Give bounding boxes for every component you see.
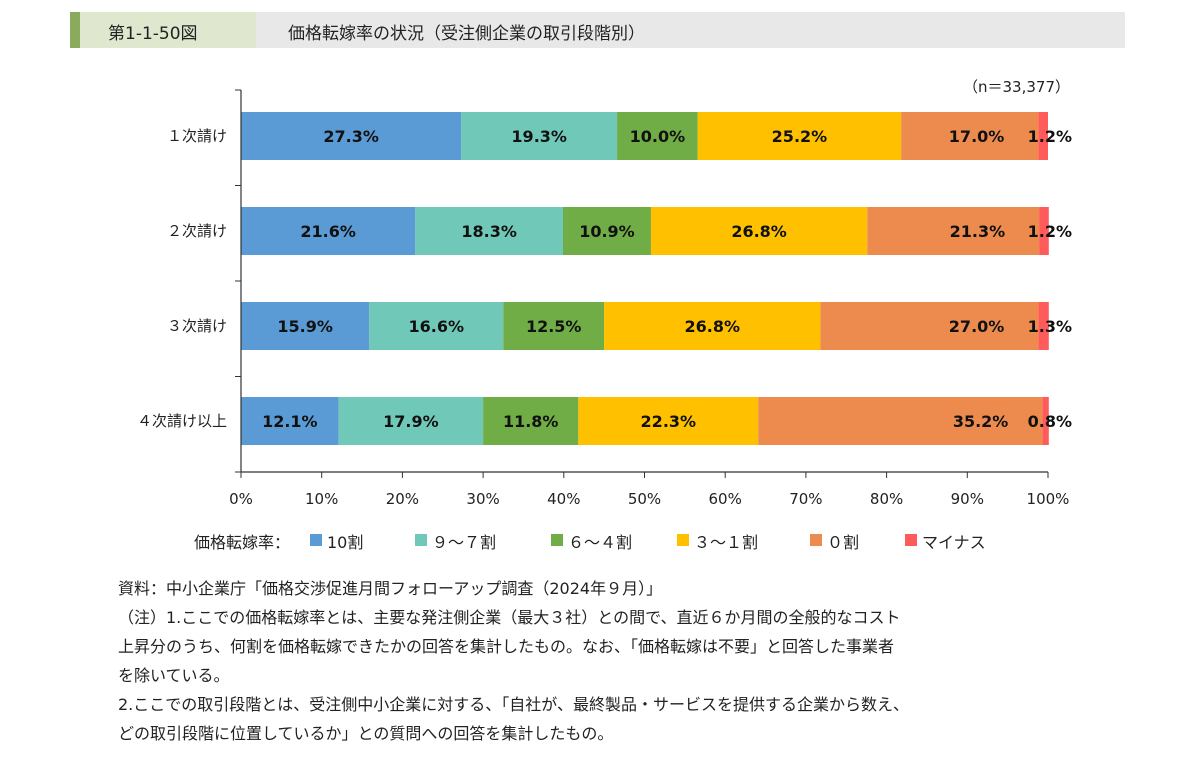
x-tick-label: 40% [547,490,580,508]
bar-segment [578,397,759,445]
bar-segment [562,207,651,255]
legend-swatch [551,534,563,546]
stacked-bar-chart: １次請け 27.3% 19.3% 10.0% 25.2% 17.0% 1.2% ２次請け 21.… [137,89,1072,508]
data-label: 15.9% [277,317,333,336]
legend-label: 10割 [327,533,364,552]
data-label: 27.3% [323,127,379,146]
legend-swatch [810,534,822,546]
data-label: 21.6% [300,222,356,241]
x-tick-label: 90% [951,490,984,508]
bar-segment [461,112,618,160]
x-tick-label: 80% [870,490,903,508]
legend-swatch [905,534,917,546]
bar-segment [483,397,579,445]
data-label: 21.3% [950,222,1006,241]
bar-segment [1042,397,1049,445]
bar-segment [415,207,563,255]
note-line: を除いている。 [118,666,230,685]
data-label: 16.6% [409,317,465,336]
bar-segment [241,112,462,160]
x-tick-label: 30% [466,490,499,508]
category-label: １次請け [167,127,227,145]
figure-number: 第1-1-50図 [108,24,198,44]
notes-block: 資料：中小企業庁「価格交渉促進月間フォローアップ調査（2024年９月）」 （注）… [118,574,1118,748]
x-tick-label: 100% [1027,490,1070,508]
legend-title: 価格転嫁率： [194,533,291,552]
data-label: 10.0% [630,127,686,146]
bar-segment [1038,112,1048,160]
data-label: 27.0% [949,317,1005,336]
legend-swatch [310,534,322,546]
x-tick-label: 20% [386,490,419,508]
bar-segment [1039,207,1049,255]
data-label: 0.8% [1028,412,1072,431]
legend-label: ９～７割 [432,533,497,552]
data-label: 18.3% [461,222,517,241]
data-label: 12.1% [262,412,318,431]
title-accent-bar [70,12,80,48]
figure-title-bar: 第1-1-50図 価格転嫁率の状況（受注側企業の取引段階別） [70,12,1125,48]
bar-segment [241,397,339,445]
bar-segment [241,207,416,255]
bar-segment [503,302,605,350]
note-line: どの取引段階に位置しているか」との質問への回答を集計したもの。 [118,724,614,743]
figure-title: 価格転嫁率の状況（受注側企業の取引段階別） [288,24,645,44]
data-label: 22.3% [641,412,697,431]
bar-segment [369,302,504,350]
bar-segment [241,302,370,350]
legend-swatch [677,534,689,546]
category-label: ２次請け [167,222,227,240]
source-note: 資料：中小企業庁「価格交渉促進月間フォローアップ調査（2024年９月）」 [118,579,663,598]
data-label: 17.9% [383,412,439,431]
x-tick-label: 10% [305,490,338,508]
bar-segment [604,302,821,350]
data-label: 11.8% [503,412,559,431]
x-tick-label: 50% [628,490,661,508]
figure-number-box: 第1-1-50図 [80,12,256,48]
bar-segment [650,207,868,255]
data-label: 1.3% [1028,317,1072,336]
bar-segment [867,207,1040,255]
note-line: 上昇分のうち、何割を価格転嫁できたかの回答を集計したもの。なお、「価格転嫁は不要… [118,637,895,656]
bar-segment [820,302,1039,350]
legend-swatch [415,534,427,546]
data-label: 35.2% [953,412,1009,431]
x-tick-label: 0% [229,490,253,508]
data-label: 12.5% [526,317,582,336]
legend-label: マイナス [922,533,986,552]
legend-label: ６～４割 [568,533,633,552]
data-label: 25.2% [772,127,828,146]
x-tick-label: 70% [789,490,822,508]
legend-label: ３～１割 [694,533,759,552]
bar-segment [697,112,902,160]
data-label: 26.8% [685,317,741,336]
bar-segment [758,397,1043,445]
data-label: 19.3% [511,127,567,146]
note-line: （注）1.ここでの価格転嫁率とは、主要な発注側企業（最大３社）との間で、直近６か… [118,608,901,627]
data-label: 10.9% [579,222,635,241]
category-label: ３次請け [167,317,227,335]
bar-segment [617,112,698,160]
x-tick-label: 60% [709,490,742,508]
bar-segment [338,397,484,445]
category-label: ４次請け以上 [137,412,227,430]
data-label: 26.8% [731,222,787,241]
bar-segment [901,112,1039,160]
data-label: 17.0% [949,127,1005,146]
data-label: 1.2% [1028,127,1072,146]
legend-label: ０割 [827,533,860,552]
sample-size-note: （n＝33,377） [963,78,1070,96]
data-label: 1.2% [1028,222,1072,241]
note-line: 2.ここでの取引段階とは、受注側中小企業に対する、「自社が、最終製品・サービスを… [118,695,909,714]
bar-segment [1038,302,1049,350]
